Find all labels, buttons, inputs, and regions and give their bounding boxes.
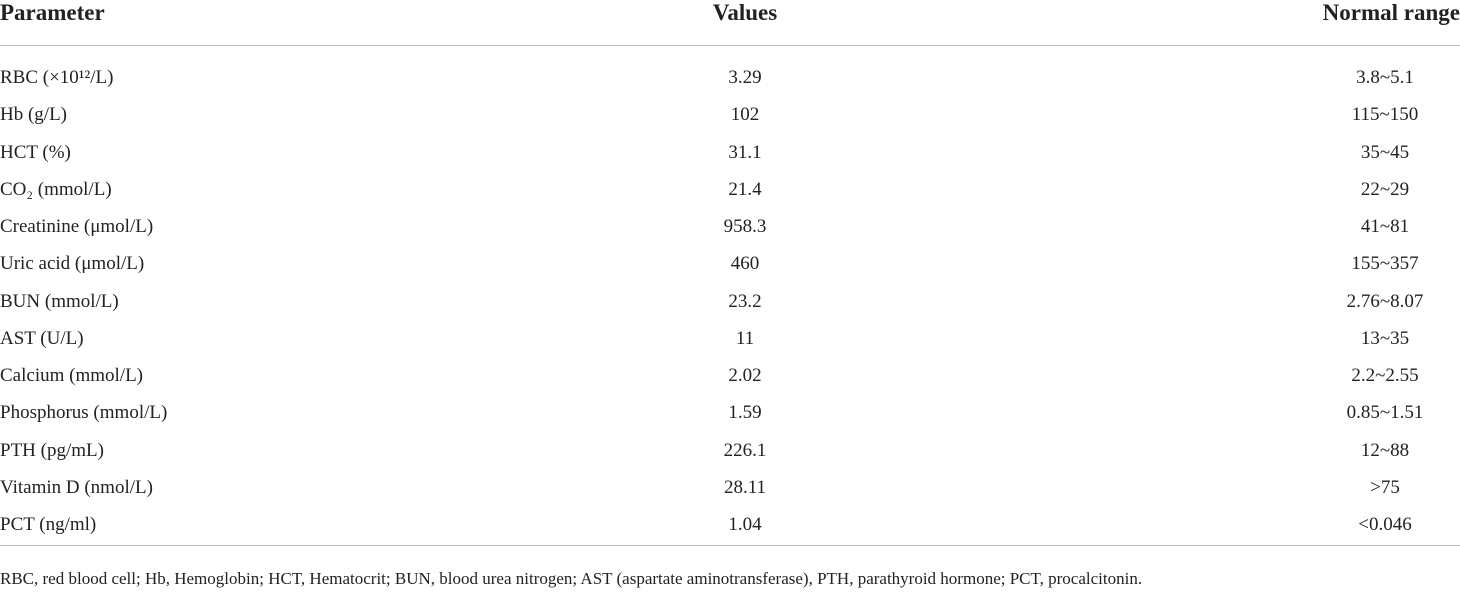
table-cell: 21.4 [728,178,762,200]
table-cell: 12~88 [1360,439,1410,461]
table-cell: 11 [735,327,755,349]
table-cell: 23.2 [728,290,762,312]
table-cell: 102 [730,104,760,126]
table-cell: 35~45 [1360,141,1410,163]
table-cell: BUN (mmol/L) [0,290,119,312]
table-cell: 1.04 [728,514,762,535]
header-rule [0,45,1460,46]
table-cell: 22~29 [1360,178,1410,200]
table-cell: Uric acid (μmol/L) [0,253,145,275]
table-cell: 958.3 [723,216,767,237]
header-cell: Parameter [0,0,105,25]
table-cell: 28.11 [723,476,767,498]
table-cell: 3.29 [728,67,762,88]
table-cell: 13~35 [1360,327,1410,349]
table-cell: >75 [1370,476,1400,498]
table-cell: CO₂ (mmol/L) [0,178,112,200]
table-cell: 115~150 [1351,104,1419,126]
table-cell: 3.8~5.1 [1356,67,1414,88]
table-cell: Hb (g/L) [0,104,68,126]
table-cell: RBC (×10¹²/L) [0,67,114,88]
table-cell: 155~357 [1351,253,1419,275]
table-cell: 2.02 [728,365,762,386]
table-cell: 2.2~2.55 [1351,365,1419,386]
table-cell: <0.046 [1358,514,1412,535]
table-cell: 2.76~8.07 [1346,290,1424,312]
table-cell: Creatinine (μmol/L) [0,216,154,237]
table-cell: Phosphorus (mmol/L) [0,402,168,424]
table-cell: 0.85~1.51 [1346,402,1424,424]
table-cell: AST (U/L) [0,327,84,349]
footnote: RBC, red blood cell; Hb, Hemoglobin; HCT… [0,569,1143,588]
table-cell: 460 [730,253,760,275]
header-cell: Values [712,0,778,25]
header-cell: Normal range [1322,0,1460,25]
table-cell: Vitamin D (nmol/L) [0,476,153,498]
table-cell: 41~81 [1360,216,1410,237]
bottom-rule [0,545,1460,546]
table-cell: 226.1 [723,439,767,461]
table-cell: 1.59 [728,402,762,424]
table-cell: HCT (%) [0,141,71,163]
table-cell: Calcium (mmol/L) [0,365,144,386]
table-cell: PTH (pg/mL) [0,439,104,461]
table-cell: PCT (ng/ml) [0,514,97,535]
table-cell: 31.1 [728,141,762,163]
